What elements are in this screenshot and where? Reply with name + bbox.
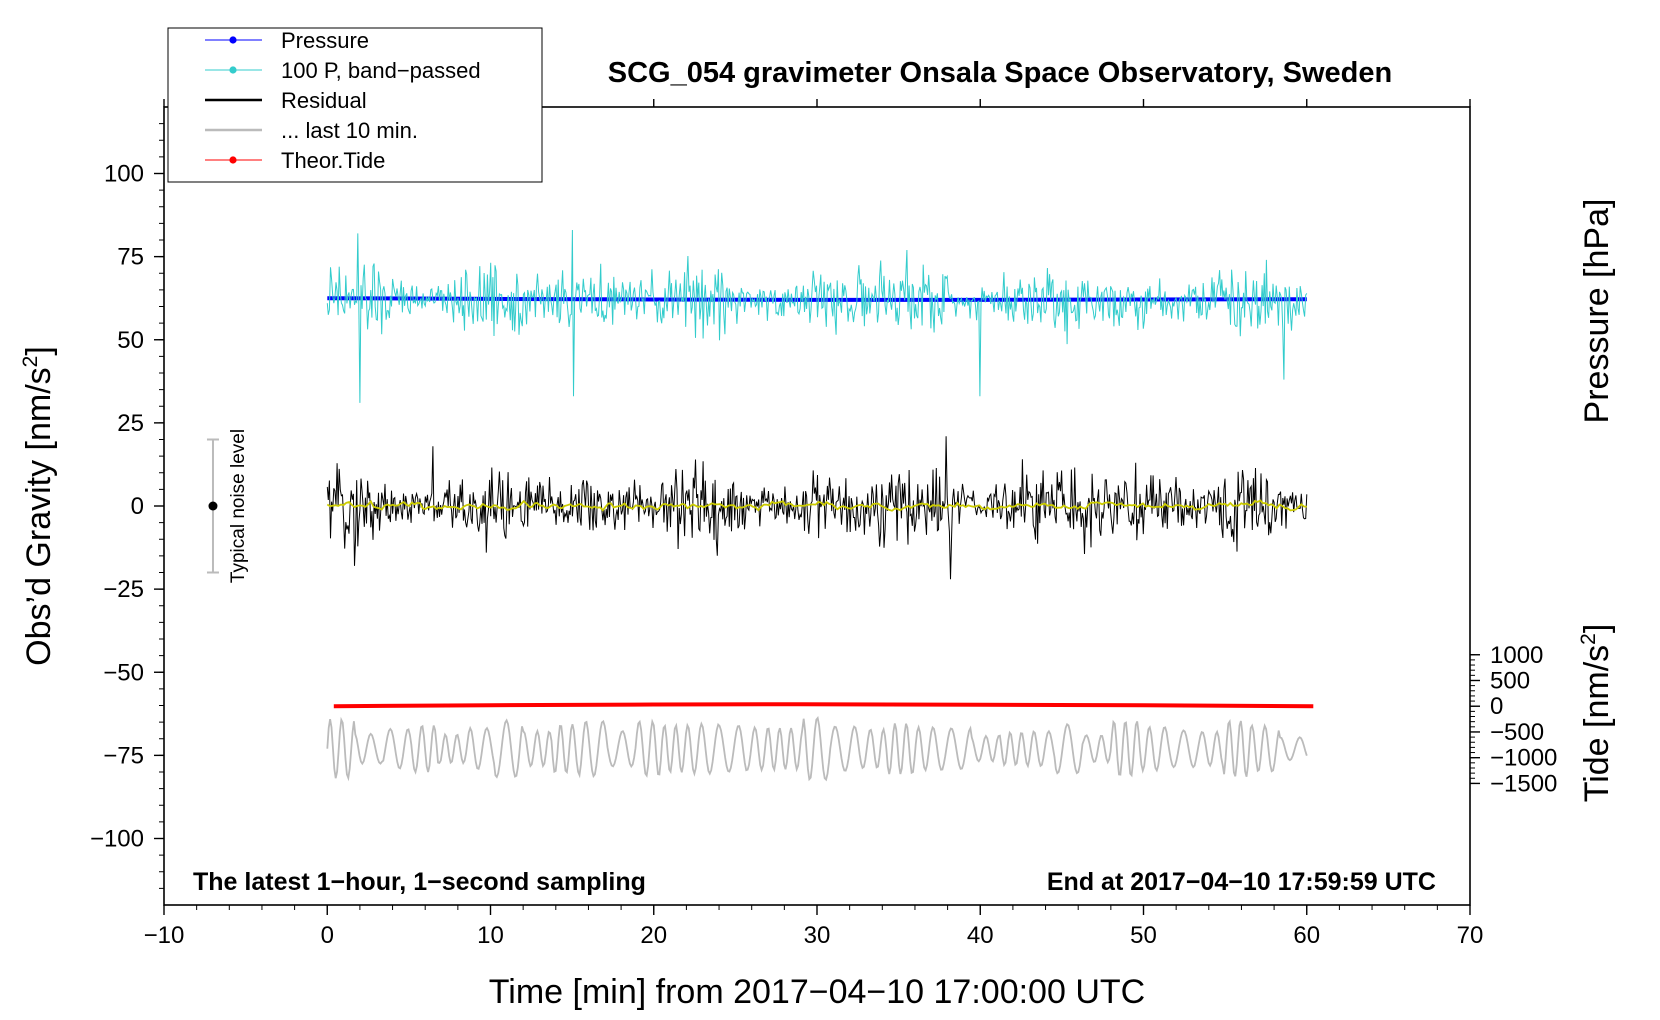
y-axis-label-left-main: Obs’d Gravity [nm/s (20, 367, 58, 666)
legend: Pressure 100 P, band−passed Residual ... la… (167, 27, 543, 183)
legend-label: ... last 10 min. (281, 118, 418, 143)
legend-label: Pressure (281, 28, 369, 53)
y-tick-label: 50 (117, 327, 144, 354)
legend-label: Theor.Tide (281, 148, 385, 173)
y-tick-label: −100 (90, 826, 144, 853)
x-axis-ticks: −10 0 10 20 30 40 50 60 70 (144, 99, 1484, 949)
tide-tick-label: −1500 (1490, 770, 1557, 797)
series-line (326, 499, 1307, 512)
tide-tick-label: 500 (1490, 667, 1530, 694)
tide-tick-label: −500 (1490, 719, 1544, 746)
x-tick-label: 30 (804, 922, 831, 949)
legend-marker (229, 66, 237, 74)
series-line (326, 229, 1308, 403)
y-tick-label: 0 (131, 493, 144, 520)
y-axis-label-left: Obs’d Gravity [nm/s2] (19, 346, 58, 666)
tide-tick-label: 1000 (1490, 642, 1543, 669)
noise-bar-point (208, 501, 218, 511)
y-axis-label-left-end: ] (20, 346, 58, 355)
y-axis-label-tide: Tide [nm/s2] (1577, 624, 1616, 803)
noise-level-label: Typical noise level (228, 429, 249, 583)
noise-level-indicator: Typical noise level (206, 429, 249, 583)
legend-marker (229, 36, 237, 44)
y-axis-label-tide-end: ] (1578, 624, 1616, 633)
annotation-bottom-right: End at 2017−04−10 17:59:59 UTC (1047, 868, 1436, 896)
series-line (333, 702, 1314, 709)
tide-tick-label: 0 (1490, 693, 1503, 720)
x-tick-label: 20 (640, 922, 667, 949)
chart-title: SCG_054 gravimeter Onsala Space Observat… (608, 57, 1392, 89)
y-tick-label: −75 (103, 742, 144, 769)
series-line (326, 715, 1308, 782)
legend-entries: Pressure 100 P, band−passed Residual ... la… (205, 28, 481, 173)
x-tick-label: −10 (144, 922, 185, 949)
y-tick-label: 25 (117, 410, 144, 437)
annotation-bottom-left: The latest 1−hour, 1−second sampling (193, 868, 646, 896)
tide-tick-label: −1000 (1490, 745, 1557, 772)
y-axis-label-tide-main: Tide [nm/s (1578, 645, 1616, 802)
y-axis-ticks: 100 75 50 25 0 −25 −50 −75 −100 (90, 123, 164, 889)
y-tick-label: −25 (103, 576, 144, 603)
x-tick-label: 10 (477, 922, 504, 949)
series-layer (326, 229, 1314, 782)
x-tick-label: 0 (321, 922, 334, 949)
y-tick-label: 75 (117, 244, 144, 271)
x-tick-label: 70 (1457, 922, 1484, 949)
x-tick-label: 50 (1130, 922, 1157, 949)
x-tick-label: 60 (1293, 922, 1320, 949)
y-tick-label: 100 (104, 161, 144, 188)
legend-box (167, 27, 543, 183)
y-axis-label-pressure: Pressure [hPa] (1578, 199, 1616, 424)
legend-label: Residual (281, 88, 367, 113)
legend-label: 100 P, band−passed (281, 58, 481, 83)
x-tick-label: 40 (967, 922, 994, 949)
y-tick-label: −50 (103, 659, 144, 686)
y-axis-label-tide-sup: 2 (1577, 633, 1600, 645)
x-axis-label: Time [min] from 2017−04−10 17:00:00 UTC (489, 973, 1145, 1011)
y-axis-label-left-sup: 2 (19, 356, 42, 368)
series-line (326, 436, 1308, 580)
legend-marker (229, 156, 237, 164)
